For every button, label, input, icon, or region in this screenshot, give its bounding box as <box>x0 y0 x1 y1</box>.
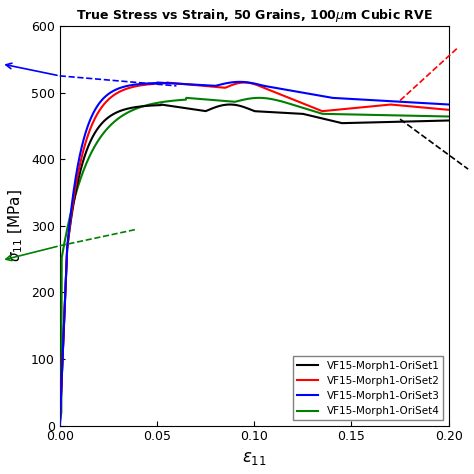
VF15-Morph1-OriSet2 <box>214 84 220 90</box>
VF15-Morph1-OriSet3 <box>368 97 374 103</box>
Line: VF15-Morph1-OriSet1: VF15-Morph1-OriSet1 <box>60 104 449 426</box>
Title: True Stress vs Strain, 50 Grains, 100$\mu$m Cubic RVE: True Stress vs Strain, 50 Grains, 100$\m… <box>76 7 433 24</box>
VF15-Morph1-OriSet3 <box>97 100 102 106</box>
VF15-Morph1-OriSet2 <box>242 80 247 85</box>
VF15-Morph1-OriSet2 <box>57 423 63 428</box>
VF15-Morph1-OriSet2 <box>361 104 366 110</box>
VF15-Morph1-OriSet3 <box>446 101 452 107</box>
VF15-Morph1-OriSet1 <box>324 117 330 122</box>
VF15-Morph1-OriSet1 <box>97 123 102 129</box>
VF15-Morph1-OriSet3 <box>237 79 243 85</box>
VF15-Morph1-OriSet2 <box>228 82 234 88</box>
VF15-Morph1-OriSet4 <box>256 95 262 100</box>
VF15-Morph1-OriSet1 <box>214 104 220 109</box>
VF15-Morph1-OriSet2 <box>368 104 374 109</box>
Line: VF15-Morph1-OriSet2: VF15-Morph1-OriSet2 <box>60 82 449 426</box>
VF15-Morph1-OriSet1 <box>227 101 233 107</box>
VF15-Morph1-OriSet4 <box>97 136 102 142</box>
VF15-Morph1-OriSet1 <box>368 119 374 125</box>
VF15-Morph1-OriSet2 <box>446 107 452 113</box>
VF15-Morph1-OriSet4 <box>228 99 234 104</box>
VF15-Morph1-OriSet4 <box>214 98 220 103</box>
VF15-Morph1-OriSet1 <box>361 120 366 126</box>
VF15-Morph1-OriSet2 <box>97 108 102 113</box>
X-axis label: $\epsilon_{11}$: $\epsilon_{11}$ <box>242 449 266 467</box>
Legend: VF15-Morph1-OriSet1, VF15-Morph1-OriSet2, VF15-Morph1-OriSet3, VF15-Morph1-OriSe: VF15-Morph1-OriSet1, VF15-Morph1-OriSet2… <box>293 356 444 420</box>
VF15-Morph1-OriSet3 <box>57 423 63 428</box>
Line: VF15-Morph1-OriSet4: VF15-Morph1-OriSet4 <box>60 98 449 426</box>
VF15-Morph1-OriSet1 <box>57 423 63 428</box>
VF15-Morph1-OriSet4 <box>324 111 330 117</box>
Line: VF15-Morph1-OriSet3: VF15-Morph1-OriSet3 <box>60 82 449 426</box>
VF15-Morph1-OriSet3 <box>361 97 366 102</box>
VF15-Morph1-OriSet4 <box>446 114 452 119</box>
VF15-Morph1-OriSet1 <box>228 102 234 108</box>
VF15-Morph1-OriSet4 <box>57 423 63 428</box>
VF15-Morph1-OriSet3 <box>324 94 330 100</box>
VF15-Morph1-OriSet3 <box>214 82 220 88</box>
VF15-Morph1-OriSet3 <box>228 80 234 85</box>
VF15-Morph1-OriSet4 <box>361 112 366 118</box>
VF15-Morph1-OriSet4 <box>368 112 374 118</box>
Y-axis label: $\sigma_{11}$ [MPa]: $\sigma_{11}$ [MPa] <box>7 189 25 262</box>
VF15-Morph1-OriSet1 <box>446 118 452 123</box>
VF15-Morph1-OriSet2 <box>324 108 330 114</box>
